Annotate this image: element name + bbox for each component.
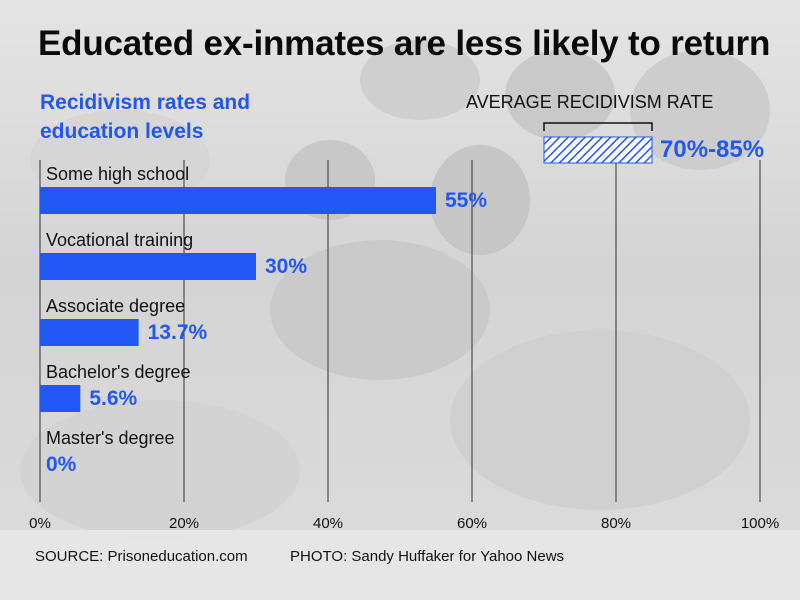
x-tick-label: 40% <box>313 515 343 532</box>
chart-subtitle: Recidivism rates and education levels <box>40 91 251 143</box>
bar <box>40 187 436 214</box>
bar-value-label: 30% <box>265 255 307 278</box>
bar-value-label: 55% <box>445 189 487 212</box>
x-tick-label: 100% <box>741 515 779 532</box>
chart-title: Educated ex-inmates are less likely to r… <box>38 24 771 63</box>
average-range-box <box>543 136 653 164</box>
category-label: Associate degree <box>46 296 185 316</box>
x-tick-label: 80% <box>601 515 631 532</box>
bar-value-label: 5.6% <box>89 387 137 410</box>
category-label: Vocational training <box>46 230 193 250</box>
category-label: Some high school <box>46 164 189 184</box>
average-rate-value: 70%-85% <box>660 136 765 163</box>
source-credit: SOURCE: Prisoneducation.com <box>35 548 248 565</box>
bar-value-label: 0% <box>46 453 77 476</box>
bar <box>40 319 139 346</box>
x-tick-label: 20% <box>169 515 199 532</box>
bar-value-label: 13.7% <box>148 321 208 344</box>
average-range-bracket <box>543 122 653 131</box>
category-label: Master's degree <box>46 428 175 448</box>
x-tick-label: 0% <box>29 515 51 532</box>
x-tick-label: 60% <box>457 515 487 532</box>
bar <box>40 385 81 412</box>
average-rate-label: AVERAGE RECIDIVISM RATE <box>466 92 714 112</box>
photo-credit: PHOTO: Sandy Huffaker for Yahoo News <box>290 548 565 565</box>
category-label: Bachelor's degree <box>46 362 191 382</box>
bar <box>40 253 256 280</box>
